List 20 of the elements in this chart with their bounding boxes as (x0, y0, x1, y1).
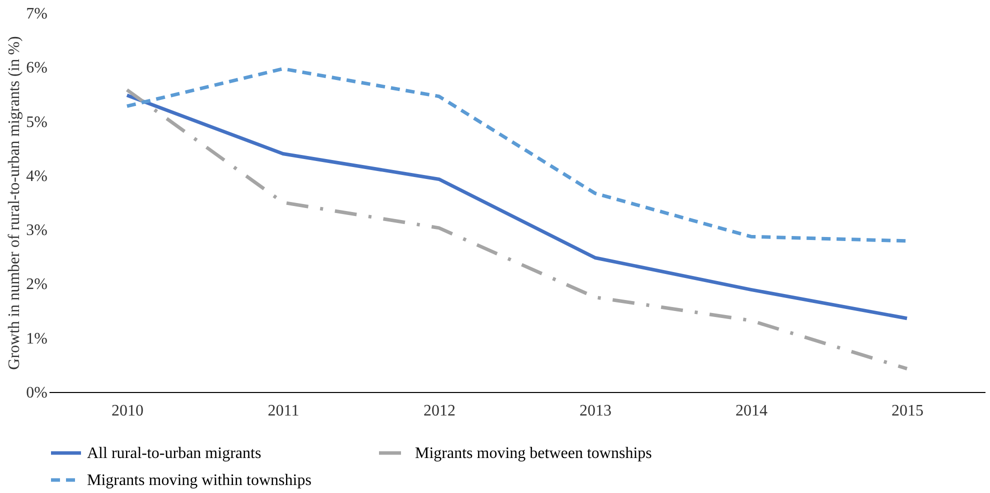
y-tick-label: 2% (26, 276, 48, 294)
x-tick-label: 2015 (892, 402, 924, 420)
legend-label: Migrants moving within townships (87, 472, 312, 489)
y-tick-label: 0% (26, 384, 48, 402)
x-tick-label: 2012 (424, 402, 456, 420)
y-tick-label: 3% (26, 222, 48, 240)
legend-label: Migrants moving between townships (415, 445, 652, 462)
y-axis-title: Growth in number of rural-to-urban migrants (in %) (6, 36, 24, 370)
line-series (125, 88, 909, 370)
y-tick-label: 5% (26, 114, 48, 131)
y-tick-label: 7% (26, 6, 48, 22)
y-tick-label: 1% (26, 330, 48, 348)
x-tick-label: 2010 (112, 402, 144, 420)
legend-label: All rural-to-urban migrants (87, 445, 262, 462)
line-series (125, 94, 909, 320)
x-tick-label: 2013 (580, 402, 612, 420)
y-tick-label: 6% (26, 60, 48, 77)
x-tick-label: 2011 (268, 402, 300, 420)
x-tick-label: 2014 (736, 402, 768, 420)
y-tick-label: 4% (26, 168, 48, 185)
